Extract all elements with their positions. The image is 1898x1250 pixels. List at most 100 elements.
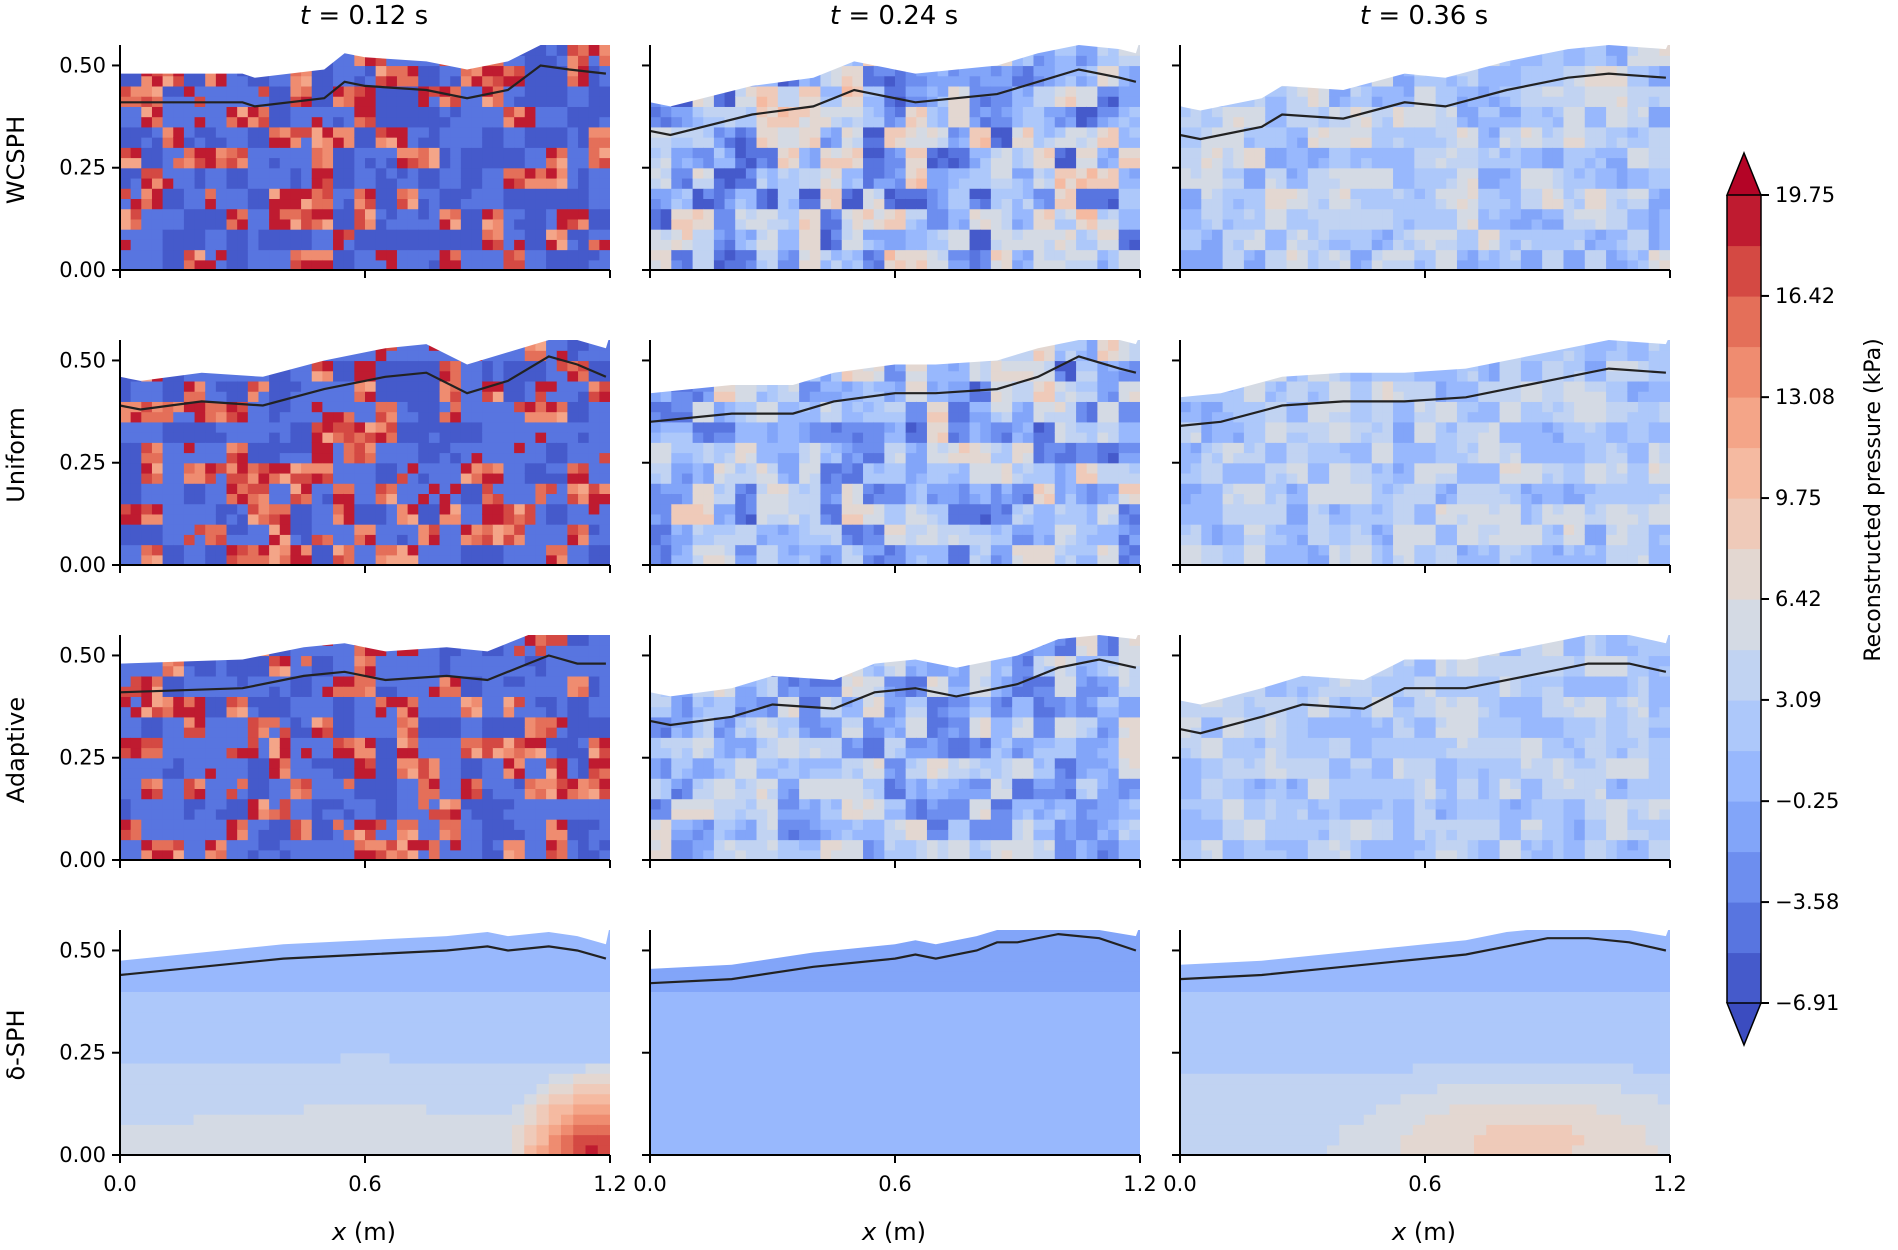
heatmap-cell bbox=[1520, 147, 1533, 159]
heatmap-cell bbox=[1531, 147, 1543, 159]
heatmap-cell bbox=[831, 452, 843, 464]
heatmap-cell bbox=[1414, 198, 1426, 210]
heatmap-cell bbox=[713, 391, 726, 402]
heatmap-cell bbox=[1552, 249, 1565, 261]
heatmap-cell bbox=[1286, 188, 1298, 200]
heatmap-cell bbox=[1097, 198, 1109, 210]
heatmap-cell bbox=[205, 462, 217, 474]
heatmap-cell bbox=[745, 85, 758, 97]
heatmap-cell bbox=[162, 452, 174, 464]
heatmap-cell bbox=[418, 432, 430, 443]
heatmap-cell bbox=[948, 75, 960, 87]
heatmap-cell bbox=[375, 75, 387, 87]
heatmap-cell bbox=[809, 85, 822, 97]
row-label: WCSPH bbox=[2, 116, 30, 204]
heatmap-cell bbox=[1033, 391, 1045, 402]
heatmap-cell bbox=[567, 147, 579, 159]
heatmap-cell bbox=[1488, 249, 1501, 261]
heatmap-cell bbox=[1108, 75, 1120, 87]
heatmap-cell bbox=[503, 126, 515, 138]
heatmap-cell bbox=[980, 208, 992, 220]
heatmap-cell bbox=[290, 177, 302, 189]
heatmap-cell bbox=[1307, 85, 1320, 97]
heatmap-cell bbox=[831, 106, 843, 118]
heatmap-cell bbox=[1243, 239, 1256, 251]
heatmap-cell bbox=[895, 411, 907, 423]
heatmap-cell bbox=[1627, 177, 1639, 189]
heatmap-cell bbox=[926, 75, 939, 87]
heatmap-cell bbox=[599, 452, 610, 464]
heatmap-cell bbox=[1510, 177, 1522, 189]
heatmap-cell bbox=[948, 137, 960, 148]
heatmap-cell bbox=[1118, 188, 1130, 200]
heatmap-cell bbox=[671, 411, 683, 423]
heatmap-cell bbox=[354, 239, 366, 251]
heatmap-cell bbox=[301, 126, 313, 138]
heatmap-cell bbox=[1488, 65, 1501, 77]
heatmap-cell bbox=[895, 249, 907, 261]
heatmap-cell bbox=[205, 411, 217, 423]
heatmap-cell bbox=[948, 157, 960, 169]
heatmap-cell bbox=[1190, 188, 1202, 200]
heatmap-cell bbox=[333, 370, 345, 382]
heatmap-cell bbox=[1520, 259, 1533, 270]
heatmap-cell bbox=[756, 218, 768, 230]
heatmap-cell bbox=[926, 544, 939, 556]
heatmap-cell bbox=[820, 524, 832, 535]
heatmap-cell bbox=[492, 513, 505, 525]
heatmap-cell bbox=[567, 96, 579, 107]
heatmap-cell bbox=[969, 411, 981, 423]
heatmap-cell bbox=[1456, 126, 1469, 138]
heatmap-cell bbox=[681, 432, 694, 443]
heatmap-cell bbox=[375, 218, 387, 230]
heatmap-cell bbox=[1350, 259, 1362, 270]
heatmap-cell bbox=[1648, 75, 1660, 87]
heatmap-cell bbox=[788, 493, 800, 505]
heatmap-cell bbox=[735, 106, 747, 118]
heatmap-cell bbox=[1574, 198, 1586, 210]
heatmap-cell bbox=[1054, 503, 1067, 515]
heatmap-cell bbox=[1467, 147, 1479, 159]
heatmap-cell bbox=[1403, 96, 1415, 107]
heatmap-cell bbox=[948, 116, 960, 128]
heatmap-cell bbox=[1403, 137, 1415, 148]
heatmap-cell bbox=[831, 218, 843, 230]
heatmap-cell bbox=[735, 380, 747, 392]
heatmap-cell bbox=[396, 421, 409, 433]
heatmap-cell bbox=[1044, 370, 1056, 382]
heatmap-cell bbox=[905, 259, 917, 270]
heatmap-cell bbox=[396, 432, 409, 443]
heatmap-cell bbox=[514, 85, 526, 97]
heatmap-cell bbox=[884, 370, 896, 382]
heatmap-cell bbox=[1086, 157, 1098, 169]
heatmap-cell bbox=[895, 524, 907, 535]
heatmap-cell bbox=[745, 401, 758, 413]
heatmap-cell bbox=[905, 167, 917, 179]
heatmap-cell bbox=[567, 45, 579, 56]
heatmap-cell bbox=[1201, 249, 1213, 261]
heatmap-cell bbox=[681, 442, 694, 454]
heatmap-cell bbox=[556, 167, 568, 179]
heatmap-cell bbox=[407, 360, 419, 372]
heatmap-cell bbox=[873, 249, 885, 261]
heatmap-cell bbox=[1233, 249, 1245, 261]
heatmap-cell bbox=[799, 483, 811, 495]
heatmap-cell bbox=[482, 452, 494, 464]
heatmap-cell bbox=[1616, 75, 1628, 87]
heatmap-cell bbox=[215, 421, 228, 433]
heatmap-cell bbox=[1542, 198, 1554, 210]
heatmap-cell bbox=[418, 503, 430, 515]
heatmap-cell bbox=[745, 259, 758, 270]
heatmap-cell bbox=[724, 147, 736, 159]
heatmap-cell bbox=[343, 96, 355, 107]
heatmap-cell bbox=[948, 208, 960, 220]
heatmap-cell bbox=[1190, 259, 1202, 270]
heatmap-cell bbox=[1446, 75, 1458, 87]
heatmap-cell bbox=[301, 198, 313, 210]
heatmap-cell bbox=[809, 259, 822, 270]
heatmap-cell bbox=[482, 513, 494, 525]
heatmap-cell bbox=[660, 472, 672, 484]
heatmap-cell bbox=[1022, 167, 1035, 179]
heatmap-cell bbox=[767, 421, 779, 433]
heatmap-cell bbox=[703, 534, 715, 546]
